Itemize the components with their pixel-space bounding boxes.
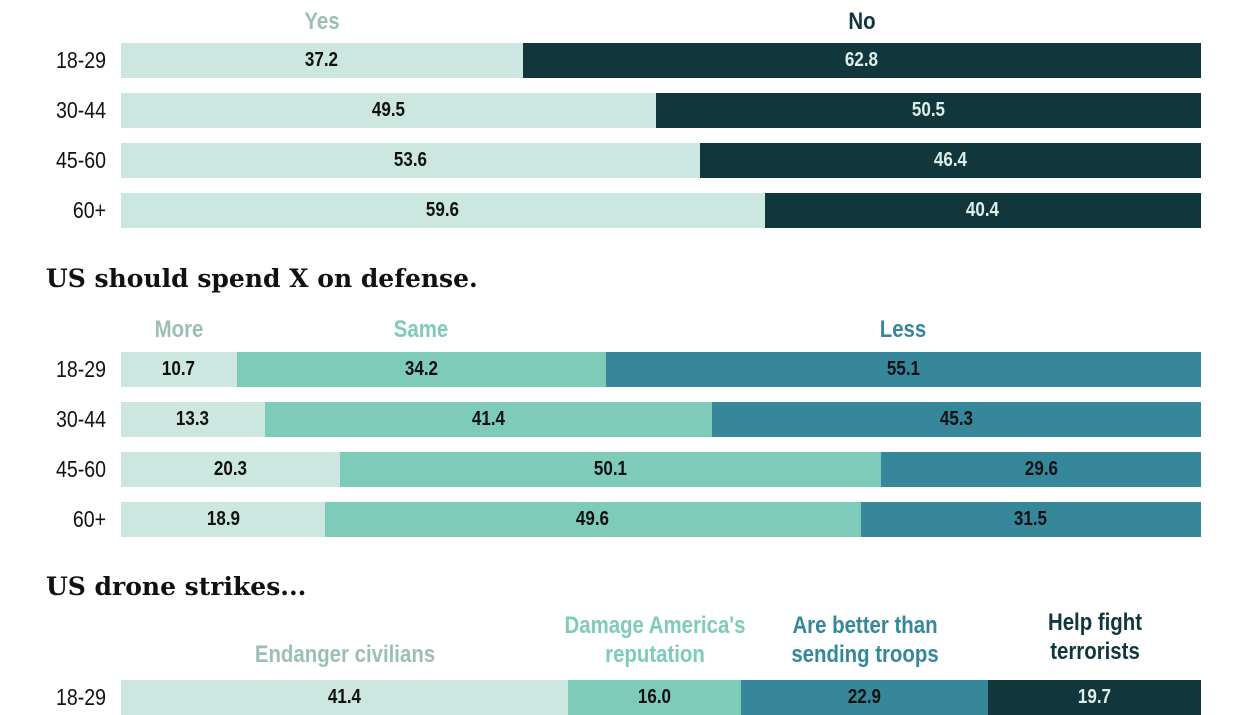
bar-segment: 62.8 [522, 43, 1201, 78]
bar-segment: 20.3 [121, 452, 341, 487]
bar-segment: 55.1 [605, 352, 1201, 387]
data-label: 53.6 [393, 149, 427, 171]
legend-label: No [848, 8, 876, 35]
data-label: 18.9 [206, 508, 240, 530]
legend-label: Less [880, 316, 927, 343]
data-label: 59.6 [426, 199, 460, 221]
row-label: 45-60 [55, 147, 106, 173]
bar-segment: 16.0 [568, 680, 741, 715]
data-label: 41.4 [327, 686, 362, 708]
bar-segment: 53.6 [121, 143, 700, 178]
data-label: 16.0 [637, 686, 672, 708]
bar-segment: 59.6 [121, 193, 765, 228]
bar-segment: 10.7 [121, 352, 237, 387]
bar-segment: 46.4 [699, 143, 1201, 178]
row-label: 45-60 [55, 456, 106, 482]
data-label: 31.5 [1014, 508, 1048, 530]
row-label: 18-29 [55, 47, 106, 73]
bar-segment: 45.3 [711, 402, 1201, 437]
data-label: 46.4 [933, 149, 967, 171]
row-label: 30-44 [55, 406, 106, 432]
bar-segment: 31.5 [860, 502, 1201, 537]
row-label: 18-29 [55, 684, 106, 710]
data-label: 29.6 [1024, 458, 1058, 480]
legend-label: Damage America's reputation [564, 612, 746, 668]
bar-segment: 50.5 [655, 93, 1201, 128]
data-label: 49.6 [576, 508, 610, 530]
legend-label: Yes [304, 8, 340, 35]
bar-segment: 18.9 [121, 502, 326, 537]
data-label: 55.1 [886, 358, 920, 380]
bar-segment: 19.7 [988, 680, 1201, 715]
data-label: 10.7 [162, 358, 196, 380]
data-label: 20.3 [214, 458, 248, 480]
data-label: 13.3 [176, 408, 210, 430]
legend-label: Same [394, 316, 449, 343]
legend-label: Are better than sending troops [790, 612, 939, 668]
data-label: 50.1 [594, 458, 628, 480]
data-label: 19.7 [1078, 686, 1112, 708]
data-label: 49.5 [371, 99, 405, 121]
legend-label: Endanger civilians [254, 641, 435, 668]
data-label: 40.4 [966, 199, 1000, 221]
legend-label: More [154, 316, 204, 343]
bar-segment: 41.4 [121, 680, 569, 715]
row-label: 18-29 [55, 356, 106, 382]
data-label: 34.2 [404, 358, 438, 380]
chart-title: US should spend X on defense. [46, 264, 478, 293]
bar-segment: 37.2 [121, 43, 523, 78]
bar-segment: 50.1 [340, 452, 882, 487]
data-label: 50.5 [911, 99, 945, 121]
data-label: 22.9 [848, 686, 882, 708]
data-label: 37.2 [305, 49, 339, 71]
bar-segment: 40.4 [764, 193, 1201, 228]
bar-segment: 22.9 [740, 680, 989, 715]
data-label: 62.8 [845, 49, 879, 71]
bar-segment: 29.6 [881, 452, 1201, 487]
bar-segment: 13.3 [121, 402, 265, 437]
row-label: 60+ [72, 506, 106, 532]
data-label: 45.3 [939, 408, 973, 430]
bar-segment: 41.4 [264, 402, 712, 437]
row-label: 60+ [72, 197, 106, 223]
row-label: 30-44 [55, 97, 106, 123]
chart-title: US drone strikes... [46, 572, 307, 601]
legend-label: Help fight terrorists [1047, 609, 1142, 665]
bar-segment: 49.5 [121, 93, 656, 128]
data-label: 41.4 [471, 408, 505, 430]
bar-segment: 34.2 [236, 352, 606, 387]
bar-segment: 49.6 [325, 502, 861, 537]
